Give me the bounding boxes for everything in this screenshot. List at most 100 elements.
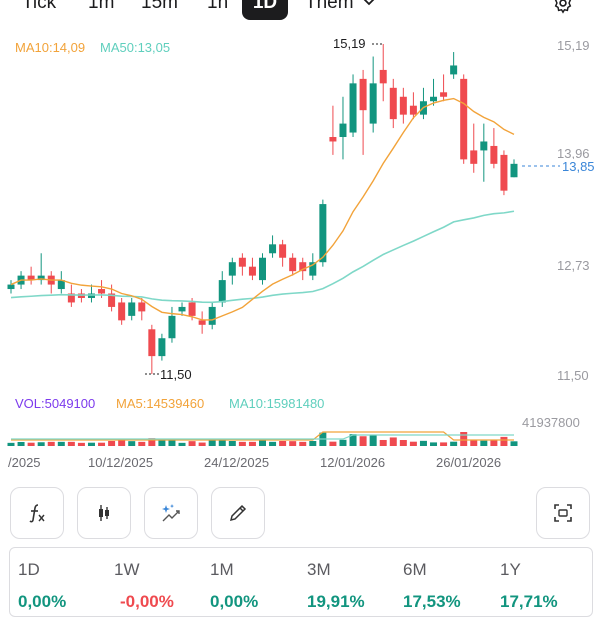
- tab-1h[interactable]: 1h: [207, 0, 229, 13]
- candle-body: [269, 244, 277, 254]
- candle-body: [470, 150, 478, 164]
- tab-tick[interactable]: Tick: [22, 0, 57, 13]
- period-change: -0,00%: [120, 592, 174, 611]
- candle-body: [409, 105, 417, 115]
- period-change: 17,71%: [500, 592, 558, 611]
- volume-bar: [7, 442, 15, 446]
- period-change: 17,53%: [403, 592, 461, 611]
- volume-bar: [27, 442, 35, 446]
- candle-body: [490, 145, 498, 164]
- ma50-legend: MA50:13,05: [100, 40, 171, 55]
- candle-body: [178, 306, 186, 312]
- volume-bar: [108, 441, 116, 446]
- candle-body: [138, 302, 146, 312]
- indicator-button[interactable]: [10, 487, 64, 539]
- volume-bar: [67, 441, 75, 446]
- period-label[interactable]: 6M: [403, 560, 427, 579]
- tab-1d[interactable]: 1D: [242, 0, 288, 20]
- period-change: 19,91%: [307, 592, 365, 611]
- candle-body: [279, 244, 287, 258]
- volume-bar: [178, 442, 186, 446]
- draw-button[interactable]: [211, 487, 265, 539]
- candle-body: [430, 96, 438, 102]
- volume-bar: [379, 439, 387, 446]
- volume-bar: [430, 442, 438, 446]
- period-change: 0,00%: [18, 592, 67, 611]
- settings-gear-icon[interactable]: [552, 0, 574, 14]
- candle-body: [148, 329, 156, 357]
- period-label[interactable]: 1W: [114, 560, 140, 579]
- volume-bar: [480, 440, 488, 446]
- period-label[interactable]: 1M: [210, 560, 234, 579]
- volume-bar: [500, 436, 508, 446]
- candlestick-icon: [99, 505, 109, 521]
- tab-1m[interactable]: 1m: [88, 0, 115, 13]
- period-label[interactable]: 1Y: [500, 560, 521, 579]
- ma10-legend: MA10:14,09: [15, 40, 86, 55]
- tab-15m[interactable]: 15m: [141, 0, 178, 13]
- ma10-line: [10, 97, 515, 321]
- volume-bar: [369, 435, 377, 446]
- y-tick-upper-mid: 13,96: [557, 146, 590, 161]
- volume-bar: [77, 442, 85, 446]
- candle-body: [349, 83, 357, 133]
- volume-bar: [259, 439, 266, 446]
- timeframe-bar: Tick 1m 15m 1h 1D Thêm: [0, 0, 600, 22]
- candle-body: [440, 92, 448, 97]
- more-timeframes-dropdown[interactable]: Thêm: [305, 0, 375, 20]
- candle-body: [238, 257, 246, 267]
- period-label[interactable]: 3M: [307, 560, 331, 579]
- chart-type-button[interactable]: [77, 487, 131, 539]
- candle-body: [158, 338, 166, 357]
- vol-ma5-legend: MA5:14539460: [116, 396, 205, 411]
- volume-bar: [359, 436, 367, 446]
- candle-body: [57, 280, 65, 290]
- volume-bar: [349, 434, 357, 446]
- volume-bar: [198, 442, 206, 446]
- volume-ma-line: [11, 431, 514, 441]
- candle-body: [329, 137, 337, 142]
- period-change: 0,00%: [210, 592, 259, 611]
- candle-body: [98, 289, 106, 294]
- candle-body: [7, 284, 15, 290]
- x-tick-2: 10/12/2025: [88, 455, 154, 470]
- volume-bar: [158, 440, 166, 446]
- price-chart[interactable]: [0, 0, 600, 470]
- current-price-label: 13,85: [562, 159, 595, 174]
- ai-drawing-icon: [162, 504, 180, 522]
- volume-bar: [148, 438, 156, 446]
- volume-bar: [188, 441, 196, 446]
- ai-drawing-button[interactable]: [144, 487, 198, 539]
- y-tick-bottom: 11,50: [557, 368, 589, 383]
- volume-bar: [17, 442, 25, 446]
- x-tick-3: 24/12/2025: [204, 455, 270, 470]
- candle-body: [299, 262, 307, 272]
- volume-bar: [87, 442, 95, 446]
- volume-bar: [118, 440, 126, 446]
- x-tick-4: 12/01/2026: [320, 455, 386, 470]
- candle-body: [27, 275, 35, 281]
- candle-body: [289, 257, 297, 272]
- screenshot-icon: [554, 504, 572, 522]
- chevron-down-icon: [363, 0, 375, 6]
- volume-bar: [208, 440, 216, 446]
- volume-bar: [279, 441, 287, 446]
- period-label[interactable]: 1D: [18, 560, 40, 579]
- volume-bar: [238, 441, 246, 446]
- volume-bar: [339, 439, 347, 446]
- chart-toolbar: [0, 487, 600, 539]
- volume-ma10-line: [11, 434, 514, 440]
- candle-body: [108, 293, 116, 307]
- candle-body: [369, 83, 377, 124]
- volume-bar: [409, 441, 417, 446]
- candle-body: [248, 266, 256, 276]
- candle-body: [339, 123, 347, 138]
- volume-bar: [168, 439, 176, 446]
- candle-body: [379, 69, 387, 84]
- candle-body: [259, 257, 266, 281]
- y-tick-lower-mid: 12,73: [557, 258, 590, 273]
- volume-bar: [37, 442, 45, 446]
- candle-body: [168, 315, 176, 339]
- x-tick-5: 26/01/2026: [436, 455, 502, 470]
- screenshot-button[interactable]: [536, 487, 590, 539]
